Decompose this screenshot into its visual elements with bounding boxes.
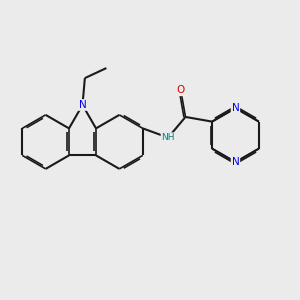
Text: N: N [232,157,239,167]
Text: O: O [177,85,185,95]
Text: N: N [79,100,86,110]
Text: N: N [232,103,239,113]
Text: NH: NH [161,133,175,142]
